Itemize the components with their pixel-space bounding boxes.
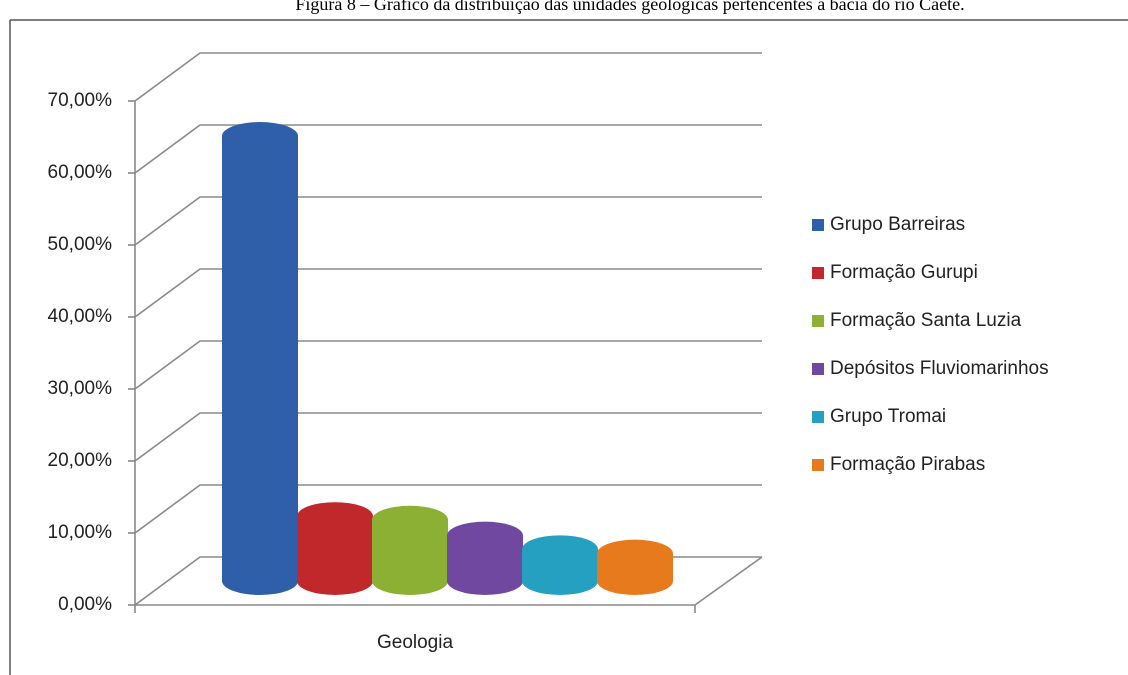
bar-top [447,521,523,550]
bar-top [222,122,298,151]
legend-label: Grupo Tromai [830,406,946,427]
grid-line [134,52,762,102]
grid-line [134,484,762,534]
legend-label: Formação Santa Luzia [830,310,1022,331]
legend-swatch [812,459,824,471]
bar [447,535,523,595]
legend-swatch [812,267,824,279]
grid-line [134,268,762,318]
bar-top [597,539,673,568]
grid-line [134,196,762,246]
y-tick-label: 0,00% [58,594,112,615]
bar-top [297,502,373,531]
legend-label: Depósitos Fluviomarinhos [830,358,1049,379]
x-tick-label: Geologia [377,632,453,653]
legend-swatch [812,363,824,375]
y-tick-label: 40,00% [48,306,113,327]
legend-swatch [812,315,824,327]
bar [297,516,373,595]
legend-swatch [812,411,824,423]
y-tick-label: 30,00% [48,378,113,399]
legend-swatch [812,219,824,231]
chart-title: Figura 8 – Gráfico da distribuição das u… [295,0,964,14]
y-tick-label: 50,00% [48,234,113,255]
grid-line [134,124,762,174]
bar-top [522,535,598,564]
legend-label: Grupo Barreiras [830,214,965,235]
bar [372,519,448,595]
y-tick-label: 10,00% [48,522,113,543]
grid-line [134,412,762,462]
legend-label: Formação Pirabas [830,454,985,475]
y-tick-label: 20,00% [48,450,113,471]
grid-line [134,340,762,390]
y-tick-label: 60,00% [48,162,113,183]
y-tick-label: 70,00% [48,90,113,111]
legend-label: Formação Gurupi [830,262,978,283]
bar [222,136,298,596]
bar-top [372,505,448,534]
